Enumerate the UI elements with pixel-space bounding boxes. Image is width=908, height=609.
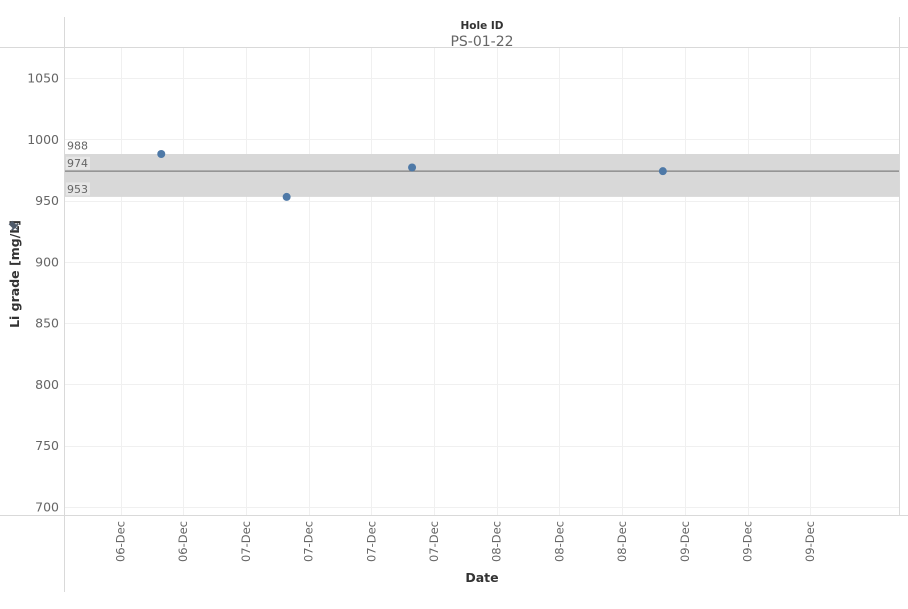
header-field-value: PS-01-22 [450, 34, 513, 50]
y-tick-label: 750 [35, 438, 59, 453]
y-tick-label: 850 [35, 316, 59, 331]
x-axis-title: Date [465, 570, 498, 585]
x-tick-label: 08-Dec [490, 521, 504, 562]
header-field-label: Hole ID [461, 20, 504, 32]
y-tick-label: 1050 [27, 71, 59, 86]
data-point[interactable] [658, 167, 667, 176]
reference-band-labels: 988 974 953 [66, 139, 90, 196]
x-tick-label: 09-Dec [678, 521, 692, 562]
x-tick-label: 07-Dec [364, 521, 378, 562]
reference-band [65, 153, 899, 197]
x-tick-label: 08-Dec [615, 521, 629, 562]
y-tick-label: 700 [35, 500, 59, 515]
y-tick-label: 900 [35, 254, 59, 269]
x-tick-label: 06-Dec [176, 521, 190, 562]
y-tick-label: 1000 [27, 132, 59, 147]
x-tick-label: 06-Dec [114, 521, 128, 562]
reference-band-label: 988 [67, 139, 88, 152]
y-axis-title: Li grade [mg/L] [7, 220, 22, 328]
data-point[interactable] [408, 163, 417, 172]
data-point[interactable] [282, 192, 291, 201]
gridlines [65, 48, 899, 515]
reference-band-label: 974 [67, 157, 88, 170]
x-tick-label: 07-Dec [302, 521, 316, 562]
x-tick-label: 09-Dec [741, 521, 755, 562]
y-axis-ticks: 700 750 800 850 900 950 1000 1050 [27, 71, 59, 515]
reference-label-bg [66, 156, 90, 170]
x-tick-label: 07-Dec [427, 521, 441, 562]
reference-label-bg [66, 182, 90, 196]
reference-band-label: 953 [67, 183, 88, 196]
x-tick-label: 07-Dec [239, 521, 253, 562]
y-tick-label: 950 [35, 193, 59, 208]
data-points [157, 149, 667, 201]
data-point[interactable] [157, 149, 166, 158]
pin-icon[interactable] [7, 219, 21, 233]
x-axis-ticks: 06-Dec 06-Dec 07-Dec 07-Dec 07-Dec 07-Dec 08-D… [114, 521, 818, 562]
y-tick-label: 800 [35, 377, 59, 392]
x-tick-label: 09-Dec [803, 521, 817, 562]
x-tick-label: 08-Dec [552, 521, 566, 562]
reference-band-area [65, 153, 899, 197]
